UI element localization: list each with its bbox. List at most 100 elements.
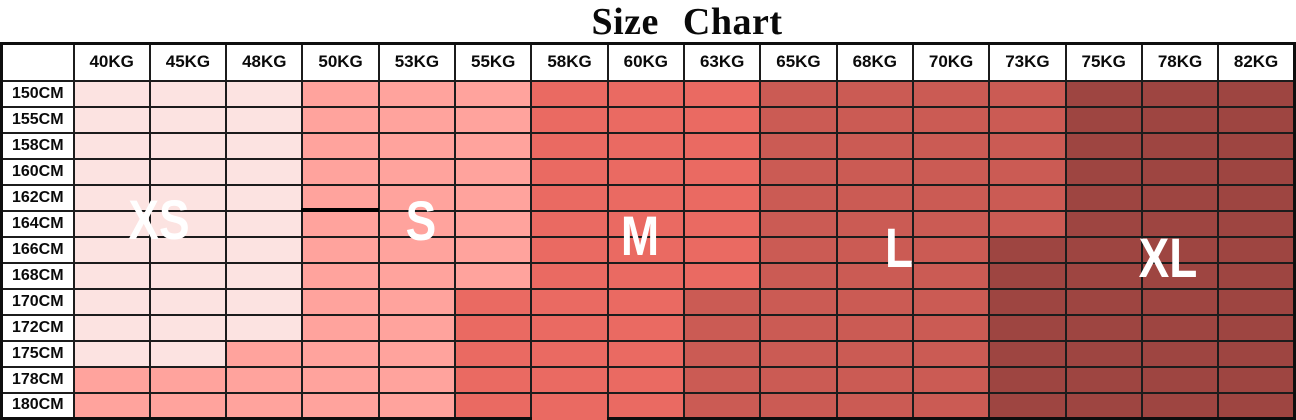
size-cell-l [759, 79, 838, 108]
size-cell-m [606, 287, 686, 316]
size-cell-xl [1064, 261, 1143, 290]
size-cell-s [377, 235, 457, 264]
size-cell-s [301, 79, 380, 108]
height-header: 168CM [0, 261, 75, 290]
size-cell-xs [72, 235, 151, 264]
size-cell-s [225, 339, 304, 368]
size-cell-xl [1140, 209, 1220, 238]
size-cell-l [835, 391, 914, 420]
weight-header: 40KG [72, 42, 151, 82]
weight-header: 58KG [530, 42, 609, 82]
weight-header: 63KG [682, 42, 762, 82]
size-cell-m [682, 183, 762, 212]
size-cell-xl [1140, 313, 1220, 342]
corner-cell [0, 42, 75, 82]
size-cell-l [835, 209, 914, 238]
height-header: 170CM [0, 287, 75, 316]
height-header: 172CM [0, 313, 75, 342]
size-cell-xs [72, 157, 151, 186]
size-cell-s [377, 313, 457, 342]
size-cell-xs [148, 79, 228, 108]
size-cell-m [530, 287, 609, 316]
size-cell-s [301, 105, 380, 134]
weight-header: 73KG [988, 42, 1067, 82]
size-cell-l [682, 339, 762, 368]
size-cell-xs [72, 287, 151, 316]
size-cell-s [301, 287, 380, 316]
size-cell-xs [225, 261, 304, 290]
size-cell-m [682, 209, 762, 238]
table-row: 178CM [0, 365, 1296, 394]
size-cell-s [377, 131, 457, 160]
size-cell-xl [1217, 287, 1296, 316]
size-cell-s [301, 339, 380, 368]
size-cell-xl [1217, 209, 1296, 238]
size-cell-xl [1064, 235, 1143, 264]
size-cell-xl [1064, 105, 1143, 134]
size-cell-xl [1217, 339, 1296, 368]
size-cell-l [682, 391, 762, 420]
size-cell-l [759, 105, 838, 134]
weight-header: 70KG [911, 42, 991, 82]
size-cell-xl [1064, 79, 1143, 108]
size-cell-s [377, 105, 457, 134]
size-cell-l [759, 365, 838, 394]
size-cell-m [530, 79, 609, 108]
size-cell-xl [988, 365, 1067, 394]
size-cell-xs [72, 209, 151, 238]
size-cell-s [148, 365, 228, 394]
size-cell-l [911, 131, 991, 160]
height-header: 180CM [0, 391, 75, 420]
height-header: 164CM [0, 209, 75, 238]
size-cell-l [911, 235, 991, 264]
size-cell-l [682, 287, 762, 316]
size-cell-l [835, 79, 914, 108]
size-cell-xl [988, 235, 1067, 264]
size-cell-l [988, 209, 1067, 238]
size-cell-xs [148, 261, 228, 290]
size-cell-l [835, 235, 914, 264]
size-cell-m [682, 105, 762, 134]
size-cell-m [606, 79, 686, 108]
size-cell-xl [1064, 131, 1143, 160]
size-cell-xs [148, 131, 228, 160]
height-header: 178CM [0, 365, 75, 394]
size-cell-m [530, 157, 609, 186]
size-cell-l [759, 339, 838, 368]
size-cell-s [454, 157, 533, 186]
size-cell-xl [1064, 339, 1143, 368]
size-cell-xl [988, 391, 1067, 420]
weight-header: 60KG [606, 42, 686, 82]
size-cell-s [454, 105, 533, 134]
size-cell-s [148, 391, 228, 420]
size-cell-l [835, 183, 914, 212]
size-cell-s [377, 157, 457, 186]
size-cell-s [225, 391, 304, 420]
height-header: 175CM [0, 339, 75, 368]
size-cell-l [911, 261, 991, 290]
size-cell-xl [988, 313, 1067, 342]
size-cell-m [682, 157, 762, 186]
size-cell-m [682, 131, 762, 160]
size-cell-l [911, 183, 991, 212]
size-cell-xl [1140, 79, 1220, 108]
size-cell-l [835, 131, 914, 160]
size-cell-m [606, 131, 686, 160]
size-cell-s [377, 209, 457, 238]
size-cell-xs [72, 131, 151, 160]
stray-black-line-artifact [301, 208, 379, 212]
size-cell-xl [1140, 391, 1220, 420]
size-cell-l [835, 365, 914, 394]
size-cell-xl [1140, 105, 1220, 134]
size-cell-m [606, 365, 686, 394]
table-row: 162CM [0, 183, 1296, 212]
weight-header: 75KG [1064, 42, 1143, 82]
size-cell-s [301, 209, 380, 238]
size-cell-xs [72, 183, 151, 212]
size-cell-s [377, 261, 457, 290]
size-cell-s [454, 183, 533, 212]
weight-header: 53KG [377, 42, 457, 82]
size-cell-l [835, 105, 914, 134]
size-cell-m [606, 157, 686, 186]
table-row: 168CM [0, 261, 1296, 290]
